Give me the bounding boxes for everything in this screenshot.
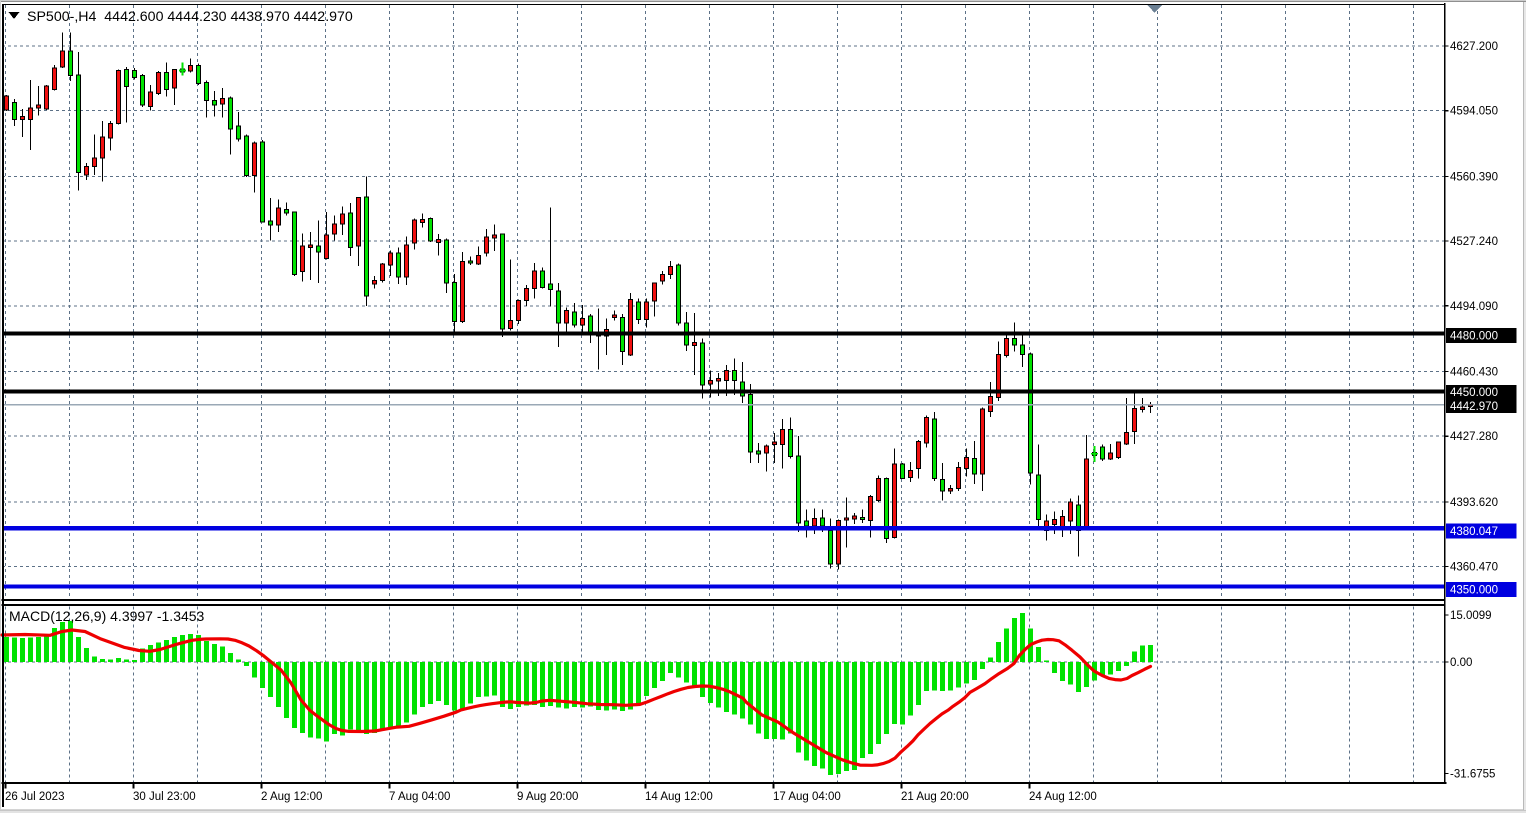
svg-text:15.0099: 15.0099 (1450, 610, 1492, 622)
svg-text:4360.470: 4360.470 (1450, 562, 1498, 574)
svg-text:2 Aug 12:00: 2 Aug 12:00 (261, 791, 322, 803)
svg-text:MACD(12,26,9) 4.3997 -1.3453: MACD(12,26,9) 4.3997 -1.3453 (9, 608, 205, 624)
svg-text:9 Aug 20:00: 9 Aug 20:00 (517, 791, 578, 803)
svg-text:4480.000: 4480.000 (1450, 331, 1498, 343)
svg-text:4350.000: 4350.000 (1450, 585, 1498, 597)
svg-text:24 Aug 12:00: 24 Aug 12:00 (1029, 791, 1097, 803)
svg-text:4527.240: 4527.240 (1450, 236, 1498, 248)
svg-text:-31.6755: -31.6755 (1450, 769, 1495, 781)
svg-text:4494.090: 4494.090 (1450, 301, 1498, 313)
svg-text:30 Jul 23:00: 30 Jul 23:00 (133, 791, 196, 803)
svg-text:4627.200: 4627.200 (1450, 41, 1498, 53)
svg-text:21 Aug 20:00: 21 Aug 20:00 (901, 791, 969, 803)
svg-text:4427.280: 4427.280 (1450, 431, 1498, 443)
svg-text:4560.390: 4560.390 (1450, 171, 1498, 183)
svg-text:4450.000: 4450.000 (1450, 387, 1498, 399)
svg-text:4460.430: 4460.430 (1450, 367, 1498, 379)
svg-text:SP500-,H4 4442.600 4444.230 4: SP500-,H4 4442.600 4444.230 4438.970 444… (27, 9, 353, 25)
svg-text:4393.620: 4393.620 (1450, 497, 1498, 509)
svg-text:4442.970: 4442.970 (1450, 401, 1498, 413)
svg-text:0.00: 0.00 (1450, 657, 1472, 669)
svg-text:26 Jul 2023: 26 Jul 2023 (5, 791, 64, 803)
svg-text:7 Aug 04:00: 7 Aug 04:00 (389, 791, 450, 803)
svg-text:4594.050: 4594.050 (1450, 106, 1498, 118)
svg-text:4380.047: 4380.047 (1450, 526, 1498, 538)
svg-text:14 Aug 12:00: 14 Aug 12:00 (645, 791, 713, 803)
svg-text:17 Aug 04:00: 17 Aug 04:00 (773, 791, 841, 803)
